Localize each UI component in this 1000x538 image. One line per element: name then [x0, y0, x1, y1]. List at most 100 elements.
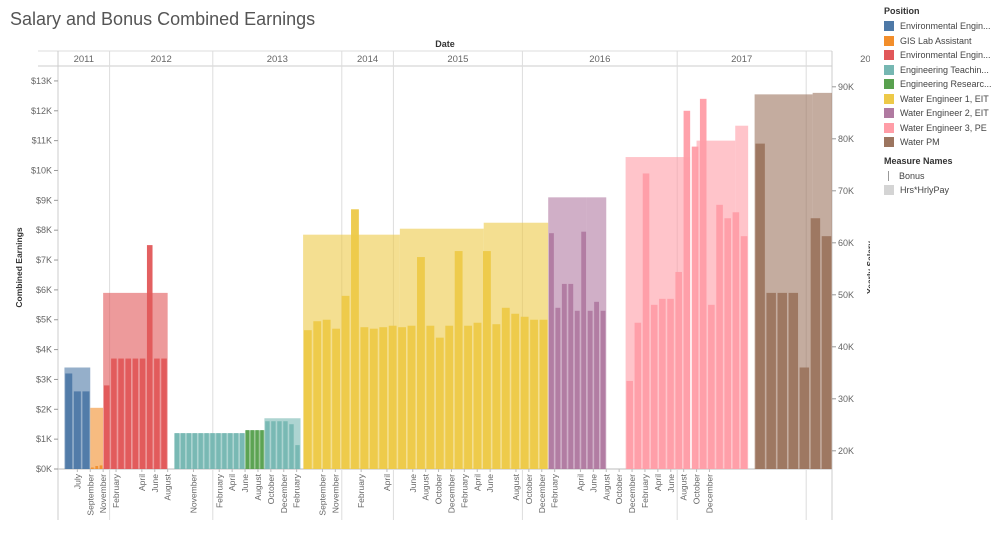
x-tick-label: February — [214, 473, 224, 508]
bonus-bar — [810, 218, 821, 469]
bonus-bar — [341, 295, 350, 469]
x-tick-label: October — [266, 474, 276, 504]
bonus-bar — [650, 304, 658, 469]
bonus-bar — [132, 358, 139, 469]
bonus-bar — [369, 328, 378, 469]
legend-item[interactable]: Environmental Engin... — [884, 19, 996, 34]
bonus-bar — [483, 251, 491, 469]
bonus-bar — [407, 325, 416, 469]
bonus-bar — [530, 319, 538, 469]
bonus-bar — [289, 424, 294, 469]
y-tick-label: $0K — [36, 464, 52, 474]
bonus-bar — [91, 467, 94, 469]
bonus-bar — [740, 236, 748, 469]
bonus-bar — [539, 319, 548, 469]
y-tick-label: $2K — [36, 404, 52, 414]
y2-tick-label: 60K — [838, 238, 854, 248]
legend-item[interactable]: Water Engineer 3, PE — [884, 121, 996, 136]
bonus-bar — [777, 292, 787, 469]
bonus-bar — [388, 325, 397, 469]
y-tick-label: $3K — [36, 374, 52, 384]
legend-item-label: Engineering Researc... — [900, 79, 992, 90]
bonus-bar — [716, 204, 723, 470]
bonus-bar — [295, 445, 300, 469]
bonus-bar — [555, 307, 561, 469]
bonus-bar — [265, 421, 270, 469]
x-tick-label: August — [163, 473, 173, 500]
x-tick-label: February — [356, 473, 366, 508]
x-tick-label: June — [150, 474, 160, 493]
bonus-bar — [154, 358, 160, 469]
legend-item-hrs-hrlypay[interactable]: Hrs*HrlyPay — [884, 183, 996, 198]
bonus-bar — [464, 325, 472, 469]
bonus-bar — [103, 385, 110, 469]
bonus-bar — [192, 433, 197, 469]
bonus-bar — [180, 433, 186, 469]
x-tick-label: April — [653, 474, 663, 491]
year-label: 2018 — [860, 54, 870, 65]
x-tick-label: August — [679, 473, 689, 500]
x-tick-label: September — [317, 474, 327, 516]
bonus-bar — [788, 292, 799, 469]
bonus-bar — [581, 231, 587, 469]
y2-tick-label: 70K — [838, 186, 854, 196]
bonus-bar — [691, 146, 699, 469]
x-tick-label: June — [408, 474, 418, 493]
salary-area — [174, 433, 246, 469]
x-tick-label: October — [434, 474, 444, 504]
y-tick-label: $6K — [36, 285, 52, 295]
bonus-bar — [283, 421, 288, 469]
legend-item-label: Bonus — [899, 170, 925, 181]
bonus-line-swatch — [888, 170, 889, 181]
bonus-bar — [634, 322, 642, 469]
legend-item-label: Water Engineer 3, PE — [900, 122, 987, 133]
y-tick-label: $4K — [36, 345, 52, 355]
bonus-bar — [245, 430, 250, 469]
x-tick-label: October — [614, 474, 624, 504]
y-tick-label: $12K — [31, 106, 52, 116]
y-tick-label: $13K — [31, 76, 52, 86]
legend-item-label: Water PM — [900, 137, 940, 148]
legend-item[interactable]: Water Engineer 2, EIT — [884, 106, 996, 121]
legend-item-bonus[interactable]: Bonus — [884, 169, 996, 184]
x-tick-label: August — [601, 473, 611, 500]
y-tick-label: $10K — [31, 165, 52, 175]
year-label: 2013 — [267, 54, 288, 65]
y2-tick-label: 90K — [838, 82, 854, 92]
x-tick-label: June — [240, 474, 250, 493]
y-tick-label: $9K — [36, 195, 52, 205]
bonus-bar — [473, 322, 482, 469]
salary-area — [264, 418, 301, 469]
chart-title: Salary and Bonus Combined Earnings — [10, 9, 316, 29]
y2-tick-label: 30K — [838, 394, 854, 404]
legend-item[interactable]: Water PM — [884, 135, 996, 150]
year-label: 2017 — [731, 54, 752, 65]
bonus-bar — [445, 325, 454, 469]
legend-item[interactable]: GIS Lab Assistant — [884, 34, 996, 49]
bonus-bar — [587, 310, 593, 469]
x-tick-label: December — [279, 474, 289, 513]
bonus-bar — [351, 209, 359, 470]
bonus-bar — [755, 143, 765, 470]
bonus-bar — [234, 433, 239, 469]
bonus-bar — [626, 380, 633, 469]
bonus-bar — [204, 433, 209, 469]
legend-item[interactable]: Engineering Teachin... — [884, 63, 996, 78]
y2-axis-title: Yearly Salary — [865, 241, 870, 294]
bonus-bar — [724, 218, 732, 469]
chart-svg: Date 2011 2012 2013 2014 2015 2016 2017 2018 $0K $… — [14, 39, 870, 520]
y2-tick-label: 80K — [838, 134, 854, 144]
bonus-bar — [683, 110, 691, 470]
legend-item[interactable]: Environmental Engin... — [884, 48, 996, 63]
legend-swatch — [884, 64, 894, 75]
legend-item[interactable]: Engineering Researc... — [884, 77, 996, 92]
bonus-bar — [594, 301, 599, 469]
bonus-bar — [732, 212, 740, 469]
legend-measure-title: Measure Names — [884, 155, 953, 166]
x-tick-label: February — [459, 473, 469, 508]
legend-item[interactable]: Water Engineer 1, EIT — [884, 92, 996, 107]
bonus-bar — [426, 325, 435, 469]
x-tick-label: December — [627, 474, 637, 513]
year-label: 2016 — [589, 54, 610, 65]
x-tick-label: August — [421, 473, 431, 500]
